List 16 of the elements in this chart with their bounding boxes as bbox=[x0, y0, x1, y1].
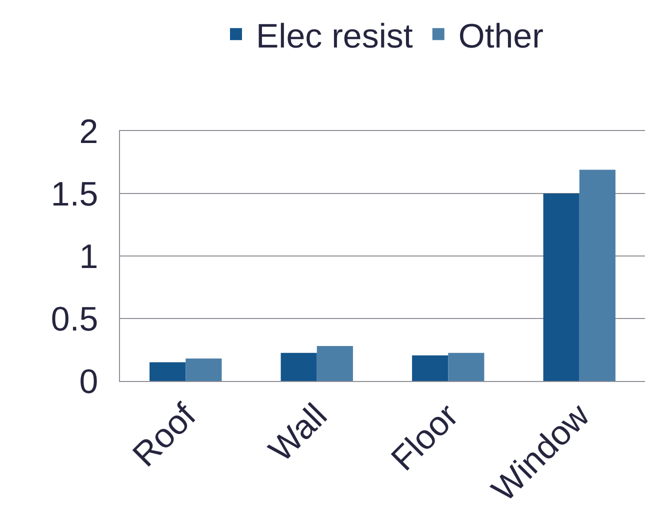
bar bbox=[280, 352, 317, 381]
bar bbox=[316, 346, 353, 381]
bar bbox=[150, 362, 186, 381]
x-tick-label: Wall bbox=[262, 396, 335, 470]
legend-label: Other bbox=[458, 17, 544, 56]
legend-label: Elec resist bbox=[256, 17, 414, 56]
y-tick-label: 0.5 bbox=[50, 300, 98, 338]
y-tick-label: 2 bbox=[79, 112, 98, 151]
bar bbox=[186, 358, 222, 381]
bar bbox=[543, 194, 580, 381]
bar bbox=[448, 352, 484, 381]
bar bbox=[579, 170, 616, 381]
y-tick-label: 1 bbox=[79, 238, 98, 276]
y-tick-label: 0 bbox=[79, 362, 98, 401]
bar bbox=[412, 355, 448, 381]
y-tick-label: 1.5 bbox=[50, 175, 98, 214]
